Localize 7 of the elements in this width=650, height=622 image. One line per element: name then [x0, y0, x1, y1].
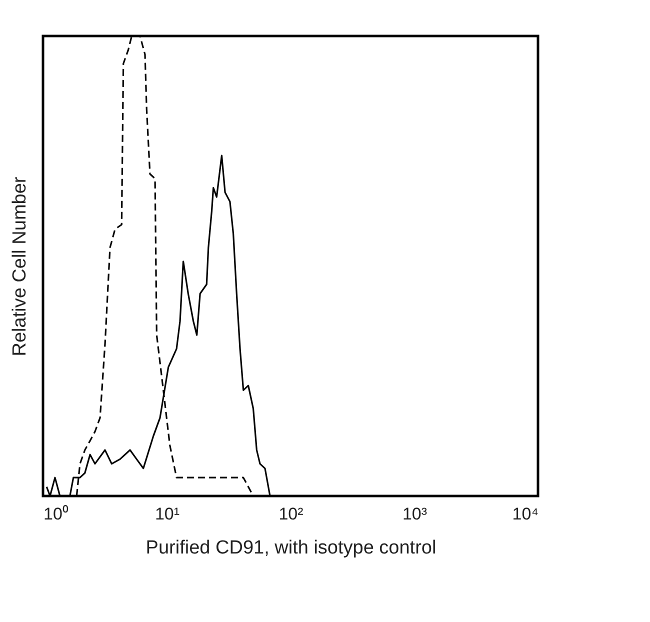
y-axis-title: Relative Cell Number [10, 176, 30, 356]
x-tick-label: 10⁰ [44, 504, 68, 524]
x-tick-label: 10⁴ [512, 504, 538, 524]
x-tick-label: 10³ [402, 504, 428, 524]
x-tick-label: 10¹ [154, 504, 180, 524]
x-tick-label: 10² [278, 504, 304, 524]
x-axis-title: Purified CD91, with isotype control [146, 538, 436, 558]
